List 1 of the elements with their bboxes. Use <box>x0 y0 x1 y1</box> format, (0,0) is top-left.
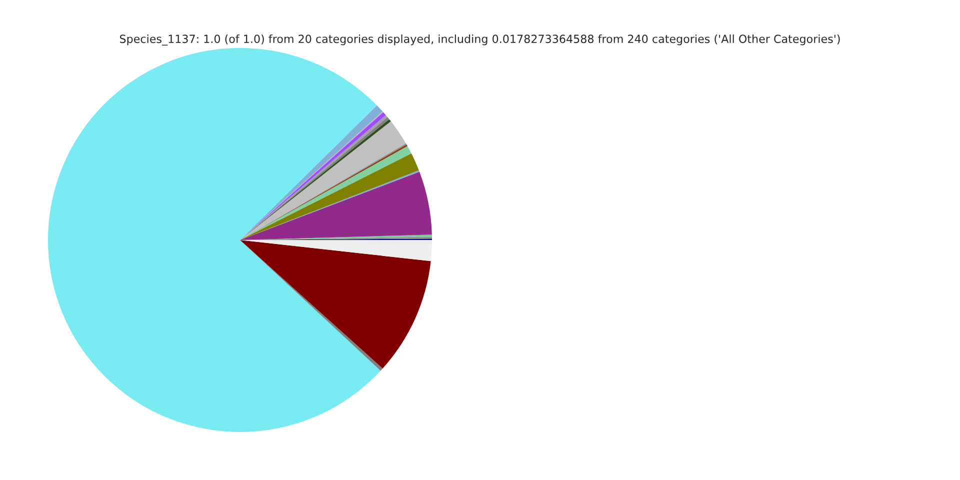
text: Species_1137: 1.0 (of 1.0) from 20 categories displayed, including 0.0178273364588 from 240 categories ('All Other Categories') <box>120 34 840 46</box>
